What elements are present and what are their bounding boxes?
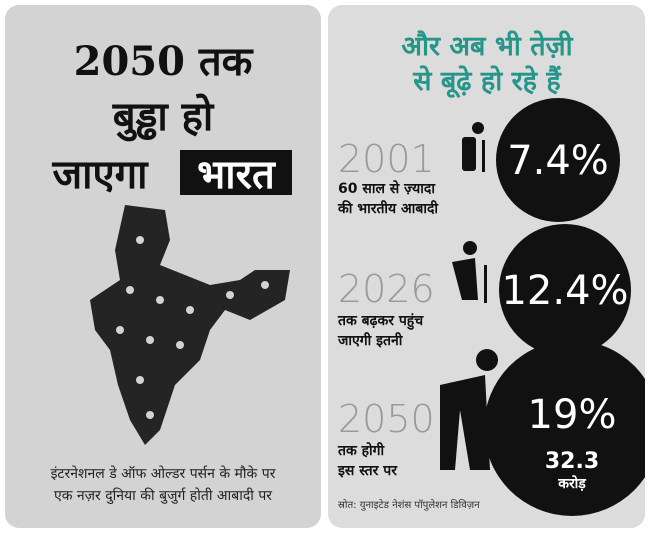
title-line: बुड्ढा हो bbox=[112, 93, 215, 142]
value-circle bbox=[496, 98, 620, 222]
india-map bbox=[90, 205, 290, 445]
year: 2050 bbox=[338, 397, 435, 441]
description: इस स्तर पर bbox=[337, 463, 398, 479]
value: 12.4% bbox=[501, 268, 628, 314]
description: जाएगी इतनी bbox=[337, 332, 404, 349]
source: स्रोत: युनाइटेड नेशंस पॉपुलेशन डिविज़न bbox=[338, 499, 480, 511]
elder-icon bbox=[452, 241, 487, 303]
description: 60 साल से ज़्यादा bbox=[338, 180, 436, 197]
year: 2026 bbox=[338, 267, 435, 311]
title-line: जाएगा bbox=[51, 151, 149, 198]
elder-icon bbox=[440, 349, 504, 470]
title-line: 2050 तक bbox=[74, 38, 254, 85]
heading: और अब भी तेज़ी bbox=[401, 30, 573, 62]
elder-icon bbox=[462, 122, 485, 172]
caption: एक नज़र दुनिया की बुजुर्ग होती आबादी पर bbox=[54, 487, 272, 505]
caption: इंटरनेशनल डे ऑफ ओल्डर पर्सन के मौके पर bbox=[51, 465, 276, 482]
value-extra: करोड़ bbox=[557, 475, 586, 492]
description: की भारतीय आबादी bbox=[337, 200, 439, 217]
heading: से बूढ़े हो रहे हैं bbox=[412, 65, 562, 99]
description: तक होगी bbox=[337, 442, 386, 459]
title-line: भारत bbox=[197, 151, 276, 198]
title-highlight bbox=[180, 150, 292, 195]
map-crowd bbox=[116, 236, 269, 419]
value-extra: 32.3 bbox=[545, 449, 599, 474]
value-circle bbox=[499, 224, 631, 356]
value: 7.4% bbox=[507, 138, 609, 184]
value-circle bbox=[484, 340, 645, 516]
description: तक बढ़कर पहुंच bbox=[337, 313, 424, 330]
year: 2001 bbox=[338, 137, 435, 181]
value: 19% bbox=[528, 392, 617, 438]
